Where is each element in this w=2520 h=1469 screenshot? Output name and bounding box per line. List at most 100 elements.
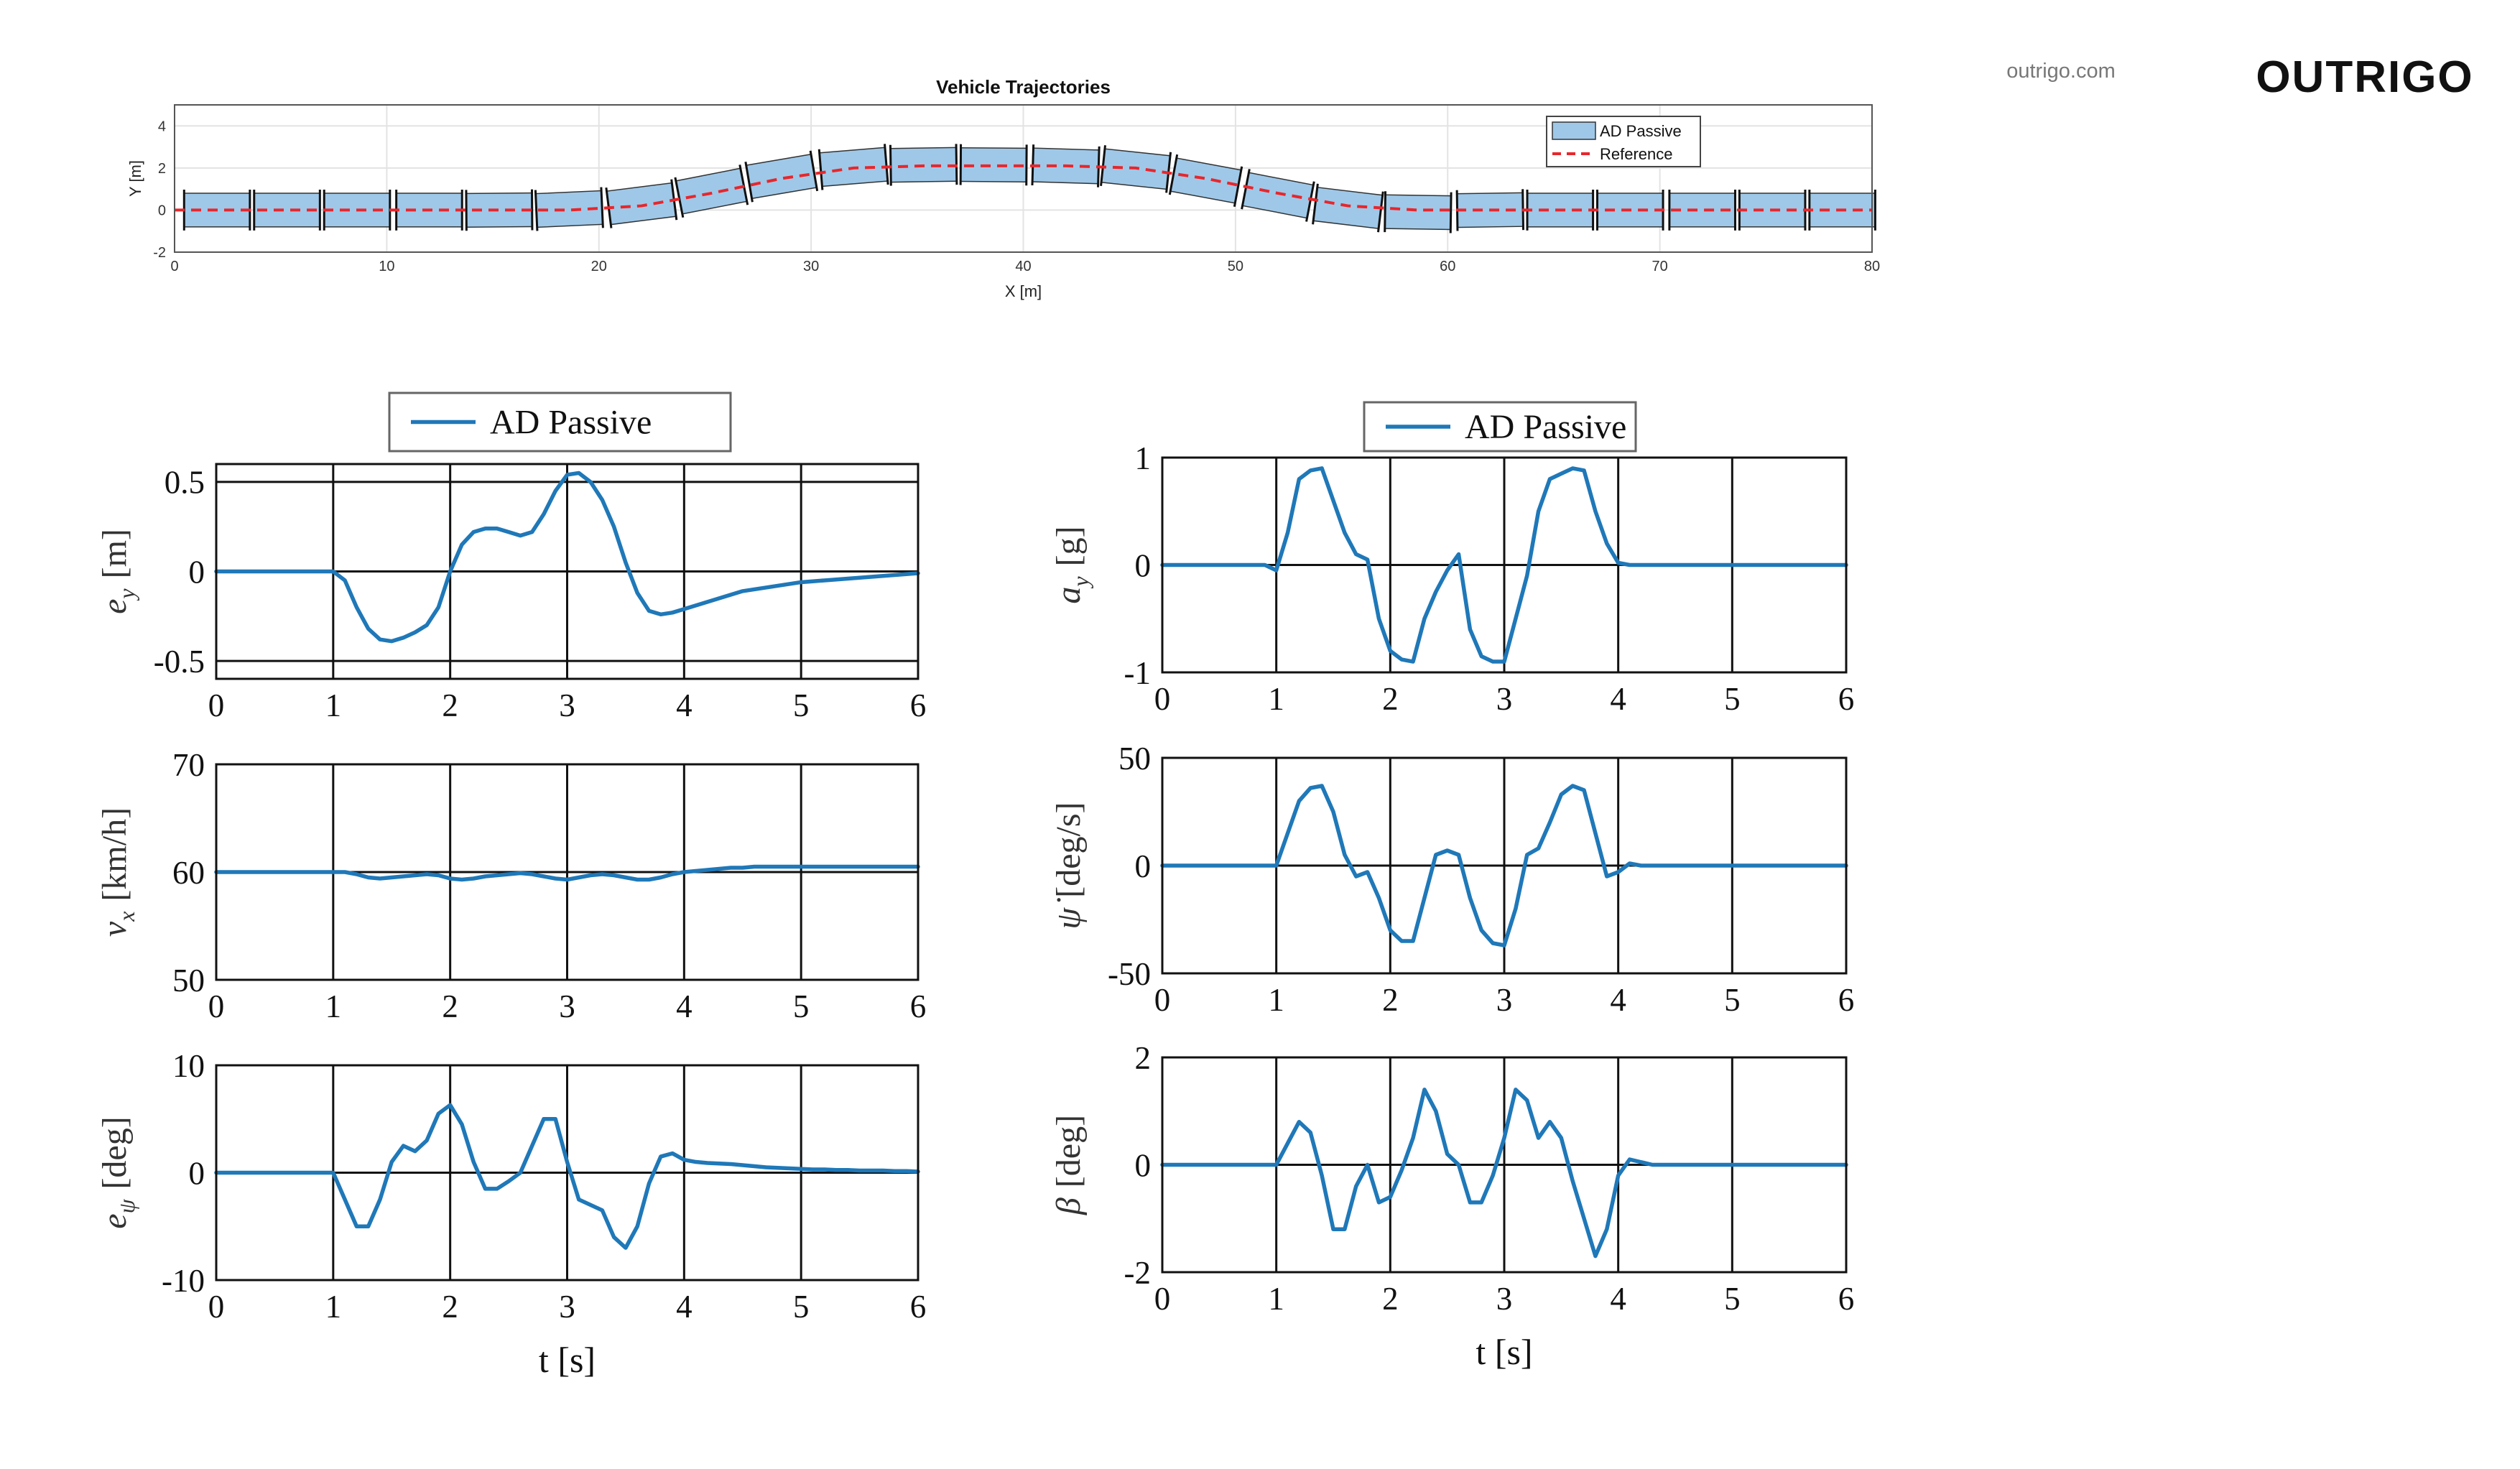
x-tick-label: 2 bbox=[1382, 681, 1399, 717]
y-label-symbol: β bbox=[1050, 1197, 1088, 1215]
y-axis-label: β [deg] bbox=[1050, 1115, 1088, 1215]
x-tick-label: 5 bbox=[1724, 1281, 1741, 1317]
plot-frame bbox=[215, 1064, 919, 1282]
vehicle bbox=[1312, 183, 1384, 233]
y-tick-label: 0 bbox=[189, 1155, 205, 1191]
x-tick-label: 80 bbox=[1864, 259, 1880, 274]
x-tick-label: 1 bbox=[1268, 681, 1284, 717]
x-tick-label: 6 bbox=[1838, 1281, 1855, 1317]
x-tick-label: 70 bbox=[1652, 259, 1668, 274]
y-tick-label: 2 bbox=[1135, 1040, 1152, 1076]
vehicle bbox=[674, 164, 749, 218]
y-axis-label: Y [m] bbox=[126, 160, 144, 197]
x-tick-label: 10 bbox=[379, 259, 394, 274]
x-tick-label: 0 bbox=[208, 988, 225, 1024]
y-tick-label: 0 bbox=[1135, 547, 1152, 583]
vehicle-cap bbox=[744, 161, 754, 203]
x-axis-label: X [m] bbox=[1005, 282, 1042, 300]
x-tick-label: 1 bbox=[325, 687, 342, 723]
x-tick-label: 3 bbox=[559, 1289, 575, 1325]
y-tick-label: -0.5 bbox=[154, 644, 205, 680]
vehicle-cap bbox=[1305, 181, 1315, 222]
y-label-unit: [deg/s] bbox=[1050, 802, 1088, 897]
x-tick-label: 4 bbox=[1610, 1281, 1626, 1317]
y-tick-label: 2 bbox=[158, 161, 166, 177]
x-tick-label: 0 bbox=[1154, 1281, 1171, 1317]
y-tick-label: 60 bbox=[172, 855, 205, 891]
vehicle-cap bbox=[809, 150, 819, 192]
y-tick-label: 50 bbox=[1118, 741, 1151, 777]
y-axis-label: ψ̇[deg/s] bbox=[1050, 802, 1088, 929]
data-line bbox=[1160, 1088, 1848, 1259]
y-label-subscript: ψ bbox=[114, 1198, 139, 1213]
y-tick-label: 0.5 bbox=[165, 465, 205, 501]
x-tick-label: 4 bbox=[676, 988, 692, 1024]
y-tick-label: 0 bbox=[158, 203, 166, 218]
legend-label: AD Passive bbox=[1465, 408, 1626, 446]
data-line bbox=[214, 1103, 920, 1250]
vehicle-cap bbox=[884, 144, 889, 185]
x-tick-label: 3 bbox=[559, 687, 575, 723]
y-axis-label: eψ [deg] bbox=[96, 1116, 139, 1228]
plot-frame bbox=[215, 763, 919, 981]
vehicle-cap bbox=[1376, 191, 1384, 233]
x-tick-label: 4 bbox=[676, 1289, 692, 1325]
x-tick-label: 30 bbox=[803, 259, 819, 274]
y-label-symbol: e bbox=[96, 1213, 134, 1228]
x-tick-label: 0 bbox=[208, 687, 225, 723]
x-tick-label: 4 bbox=[676, 687, 692, 723]
x-tick-label: 0 bbox=[170, 259, 178, 274]
data-line bbox=[214, 864, 920, 882]
legend-label: AD Passive bbox=[1600, 122, 1682, 140]
x-tick-label: 1 bbox=[1268, 982, 1284, 1018]
x-tick-label: 1 bbox=[325, 1289, 342, 1325]
plot-frame bbox=[215, 463, 919, 680]
x-tick-label: 2 bbox=[1382, 982, 1399, 1018]
legend-label: AD Passive bbox=[490, 404, 652, 442]
x-tick-label: 1 bbox=[325, 988, 342, 1024]
reference-line bbox=[175, 164, 1872, 212]
y-tick-label: 50 bbox=[172, 963, 205, 998]
site-url: outrigo.com bbox=[2006, 60, 2116, 83]
x-tick-label: 40 bbox=[1015, 259, 1031, 274]
legend-label: Reference bbox=[1600, 145, 1673, 163]
x-tick-label: 3 bbox=[1496, 1281, 1513, 1317]
y-tick-label: 4 bbox=[158, 119, 166, 134]
y-label-unit: [deg] bbox=[96, 1116, 134, 1189]
vehicle-cap bbox=[600, 187, 604, 228]
vehicle-cap bbox=[1168, 154, 1179, 195]
vehicle-cap bbox=[1312, 183, 1319, 225]
data-line bbox=[214, 471, 920, 644]
x-tick-label: 0 bbox=[1154, 681, 1171, 717]
x-tick-label: 60 bbox=[1440, 259, 1455, 274]
vehicle-cap bbox=[817, 149, 824, 190]
vehicle bbox=[1241, 169, 1315, 222]
x-tick-label: 6 bbox=[910, 1289, 927, 1325]
x-tick-label: 50 bbox=[1228, 259, 1243, 274]
plot-frame bbox=[1161, 756, 1848, 975]
x-tick-label: 6 bbox=[1838, 982, 1855, 1018]
x-tick-label: 1 bbox=[1268, 1281, 1284, 1317]
y-tick-label: 0 bbox=[1135, 1147, 1152, 1183]
vehicle-cap bbox=[955, 144, 958, 185]
data-line bbox=[1160, 784, 1848, 947]
y-label-symbol: e bbox=[96, 599, 134, 614]
y-label-unit: [km/h] bbox=[96, 807, 134, 902]
x-tick-label: 2 bbox=[1382, 1281, 1399, 1317]
vehicle-cap bbox=[738, 164, 749, 205]
vehicle bbox=[1168, 154, 1243, 207]
x-tick-label: 2 bbox=[442, 687, 458, 723]
x-tick-label: 4 bbox=[1610, 982, 1626, 1018]
y-axis-label: ay [g] bbox=[1050, 526, 1093, 603]
y-tick-label: 10 bbox=[172, 1048, 205, 1084]
y-tick-label: 0 bbox=[1135, 848, 1152, 884]
vehicle-cap bbox=[1241, 169, 1251, 210]
x-axis-label: t [s] bbox=[1476, 1332, 1532, 1372]
x-tick-label: 2 bbox=[442, 988, 458, 1024]
vehicle-cap bbox=[1384, 191, 1387, 233]
plot-frame bbox=[1161, 456, 1848, 674]
vehicle bbox=[1384, 191, 1453, 233]
vehicle bbox=[253, 189, 321, 231]
vehicle bbox=[744, 150, 819, 203]
y-label-subscript: y bbox=[114, 588, 139, 601]
